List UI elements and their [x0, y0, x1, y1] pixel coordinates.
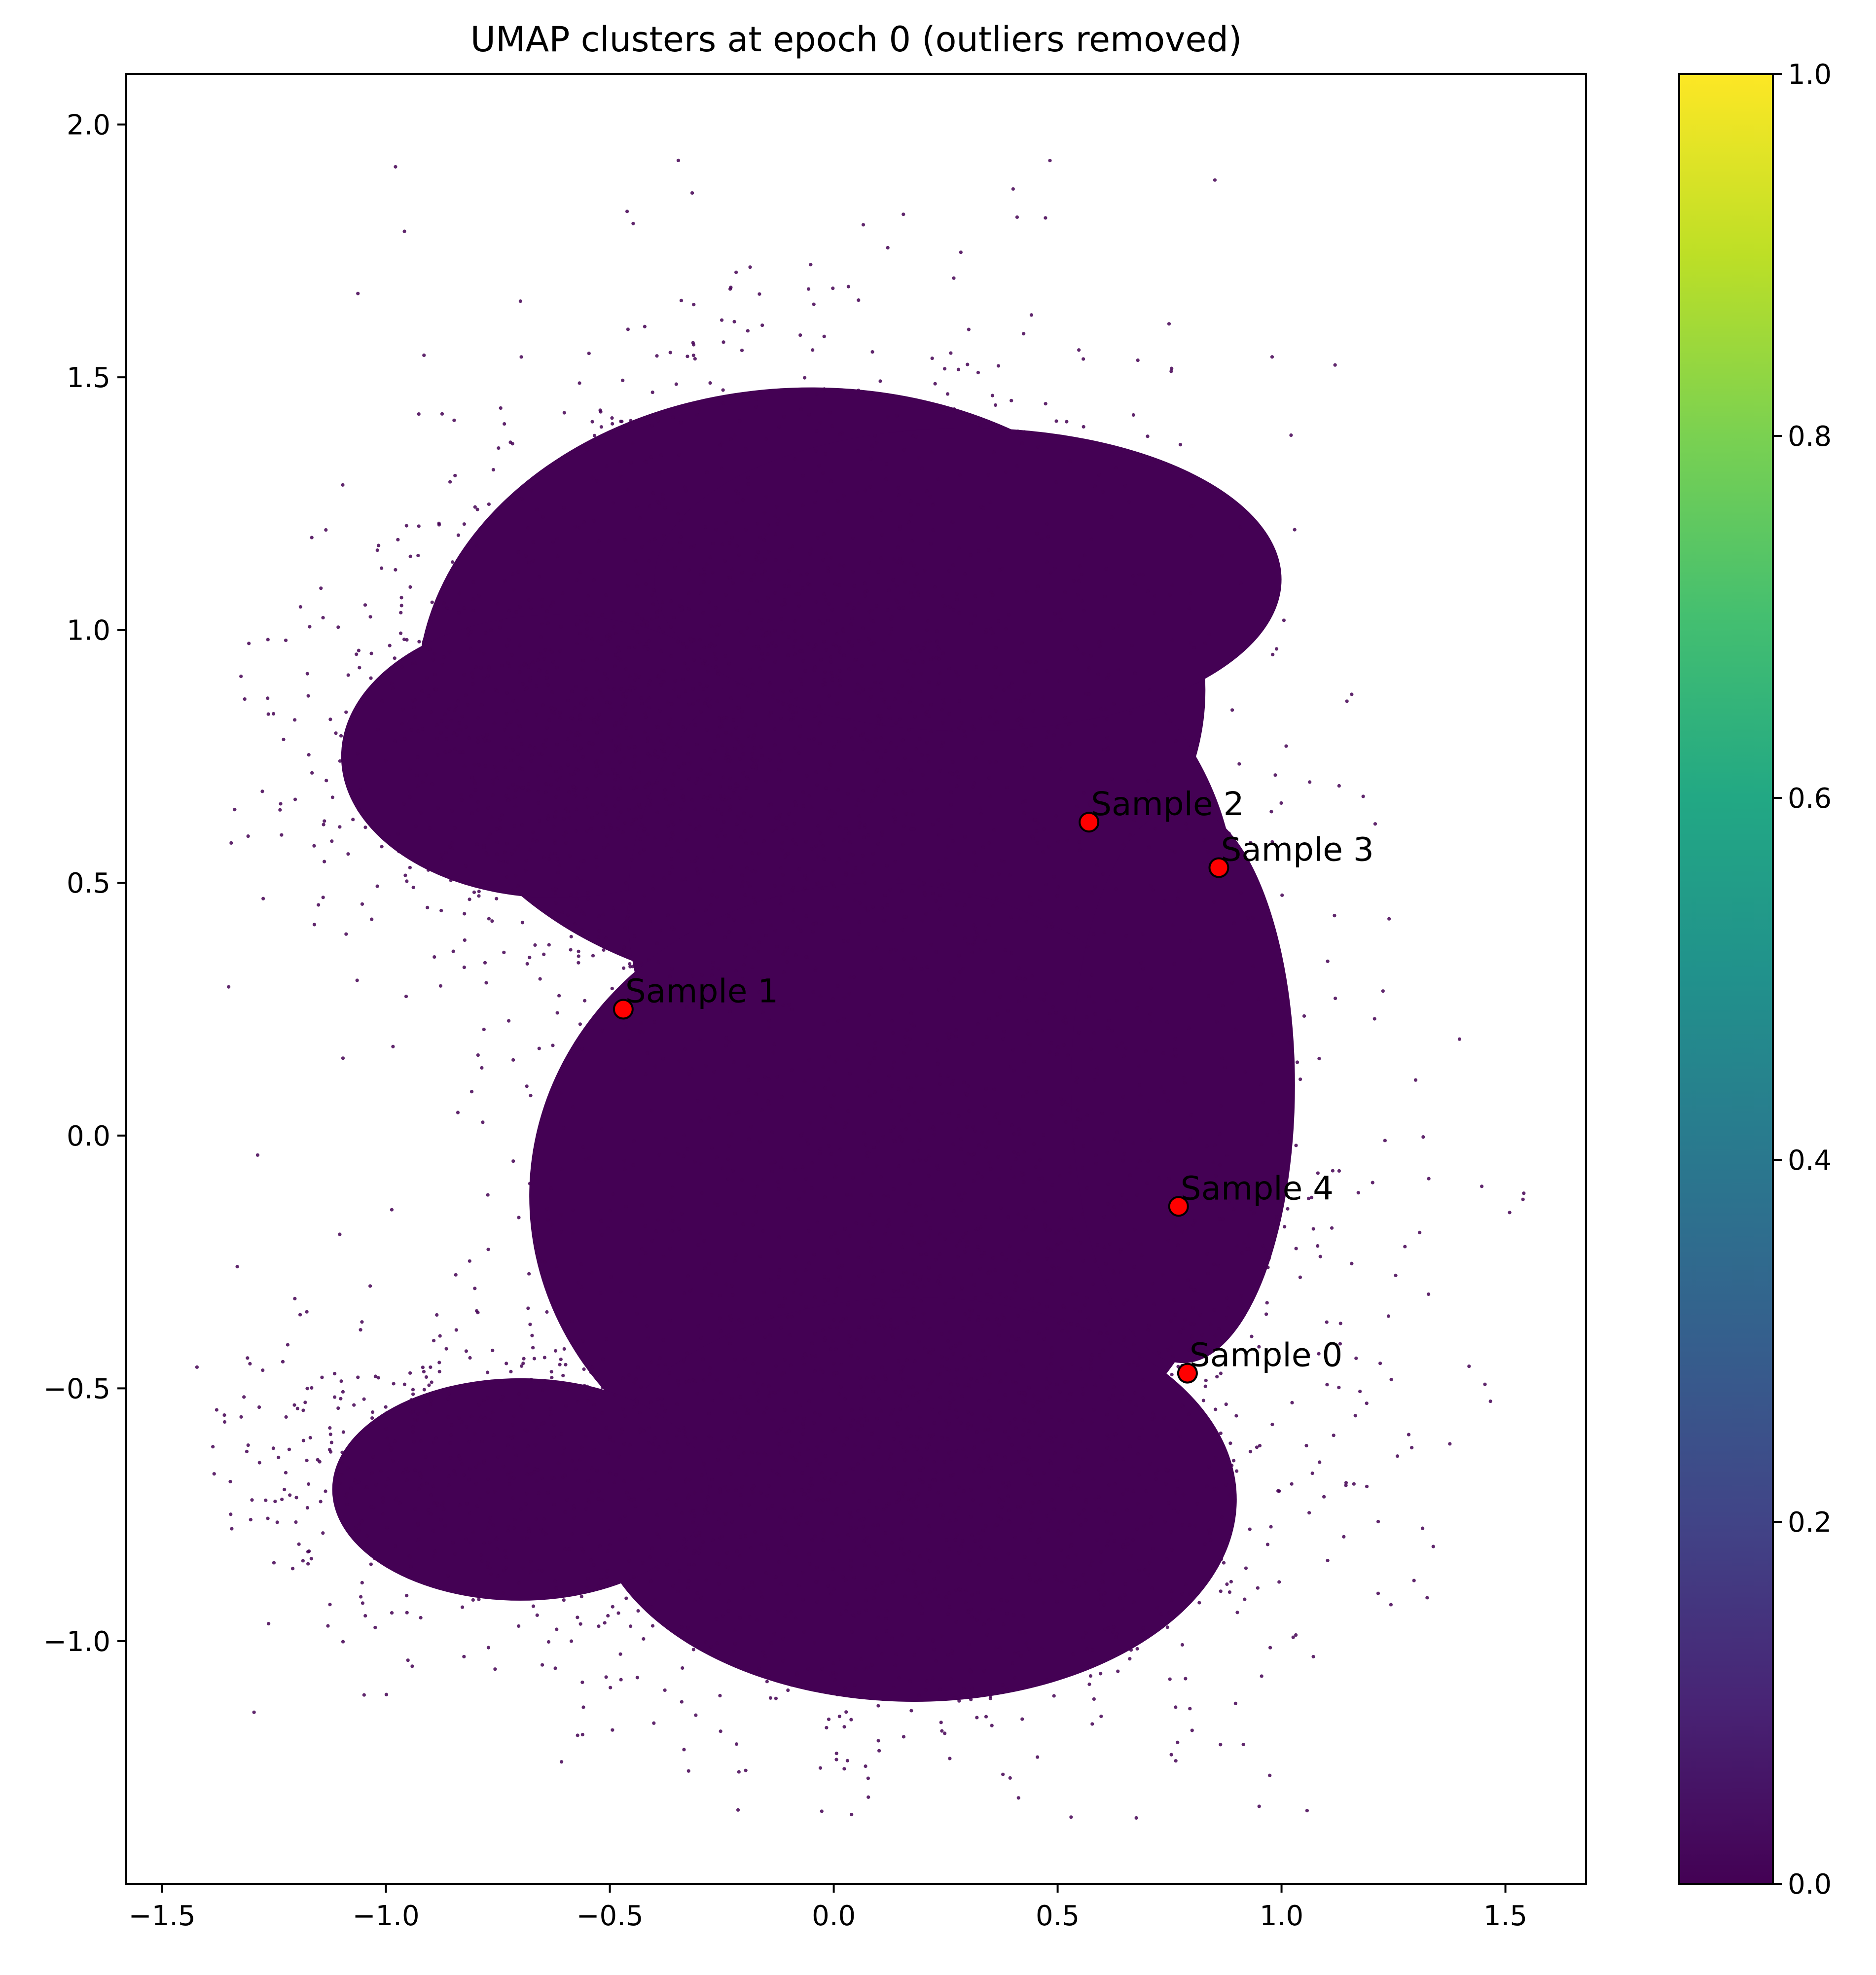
y-tick-label-6: 2.0	[67, 109, 110, 142]
colorbar-tick-label-4: 0.8	[1788, 421, 1832, 453]
y-tick-label-4: 1.0	[67, 615, 110, 647]
colorbar	[1678, 73, 1774, 1885]
colorbar-tick-label-0: 0.0	[1788, 1868, 1832, 1901]
point-cloud	[195, 158, 1526, 1820]
chart-title: UMAP clusters at epoch 0 (outliers remov…	[470, 19, 1242, 60]
colorbar-tick-label-1: 0.2	[1788, 1507, 1832, 1539]
colorbar-tick-label-3: 0.6	[1788, 783, 1832, 815]
x-axis: −1.5 −1.0 −0.5 0.0 0.5 1.0 1.5	[129, 1884, 1527, 1932]
sample-markers: Sample 0 Sample 1 Sample 2 Sample 3 Sample 4	[613, 785, 1374, 1384]
x-tick-label-6: 1.5	[1483, 1900, 1527, 1932]
y-tick-label-2: 0.0	[67, 1120, 110, 1152]
y-axis: −1.0 −0.5 0.0 0.5 1.0 1.5 2.0	[43, 109, 126, 1658]
y-tick-label-1: −0.5	[43, 1373, 110, 1405]
x-tick-label-3: 0.0	[812, 1900, 856, 1932]
x-tick-label-5: 1.0	[1260, 1900, 1303, 1932]
x-tick-label-2: −0.5	[577, 1900, 644, 1932]
sample-label-2: Sample 2	[1091, 785, 1244, 823]
colorbar-tick-label-2: 0.4	[1788, 1145, 1832, 1177]
sample-label-1: Sample 1	[625, 972, 778, 1010]
plot-frame	[125, 73, 1587, 1885]
sample-marker-1	[613, 999, 634, 1020]
y-tick-label-5: 1.5	[67, 362, 110, 394]
y-tick-label-0: −1.0	[43, 1626, 110, 1658]
x-tick-label-1: −1.0	[353, 1900, 420, 1932]
x-tick-label-0: −1.5	[129, 1900, 196, 1932]
colorbar-tick-label-5: 1.0	[1788, 59, 1832, 91]
sample-label-0: Sample 0	[1190, 1336, 1342, 1374]
sample-label-4: Sample 4	[1181, 1169, 1334, 1207]
sample-marker-4	[1168, 1196, 1189, 1217]
sample-marker-3	[1208, 857, 1229, 878]
sample-label-3: Sample 3	[1221, 830, 1373, 868]
y-tick-label-3: 0.5	[67, 867, 110, 899]
colorbar-axis: 0.0 0.2 0.4 0.6 0.8 1.0	[1773, 59, 1832, 1901]
sample-marker-2	[1079, 812, 1100, 833]
x-tick-label-4: 0.5	[1036, 1900, 1080, 1932]
sample-marker-0	[1177, 1363, 1198, 1384]
